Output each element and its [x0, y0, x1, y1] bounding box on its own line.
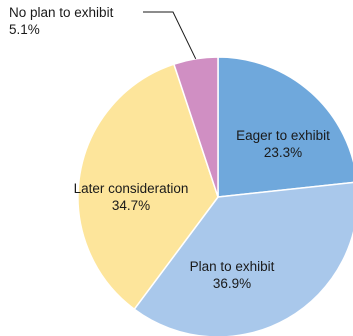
- slice-name: Later consideration: [74, 181, 189, 196]
- pie-slices: [77, 56, 353, 336]
- slice-name: Eager to exhibit: [236, 128, 330, 143]
- pie-labels: Eager to exhibit 23.3% Plan to exhibit 36.9…: [9, 5, 330, 291]
- slice-value: 5.1%: [9, 22, 40, 37]
- leader-line: [143, 11, 197, 60]
- slice-label-plan-to-exhibit: Plan to exhibit 36.9%: [190, 259, 275, 291]
- pie-slice-eager-to-exhibit: [217, 56, 353, 198]
- slice-label-later-consideration: Later consideration 34.7%: [74, 181, 189, 213]
- slice-label-eager-to-exhibit: Eager to exhibit 23.3%: [236, 128, 330, 160]
- slice-name: No plan to exhibit: [9, 5, 114, 20]
- slice-name: Plan to exhibit: [190, 259, 275, 274]
- pie-slice-plan-to-exhibit: [133, 181, 353, 336]
- slice-value: 34.7%: [112, 198, 150, 213]
- slice-value: 23.3%: [264, 145, 302, 160]
- pie-slice-later-consideration: [77, 63, 219, 310]
- slice-value: 36.9%: [213, 276, 251, 291]
- slice-label-no-plan-to-exhibit: No plan to exhibit 5.1%: [9, 5, 114, 37]
- pie-slice-no-plan-to-exhibit: [173, 56, 219, 198]
